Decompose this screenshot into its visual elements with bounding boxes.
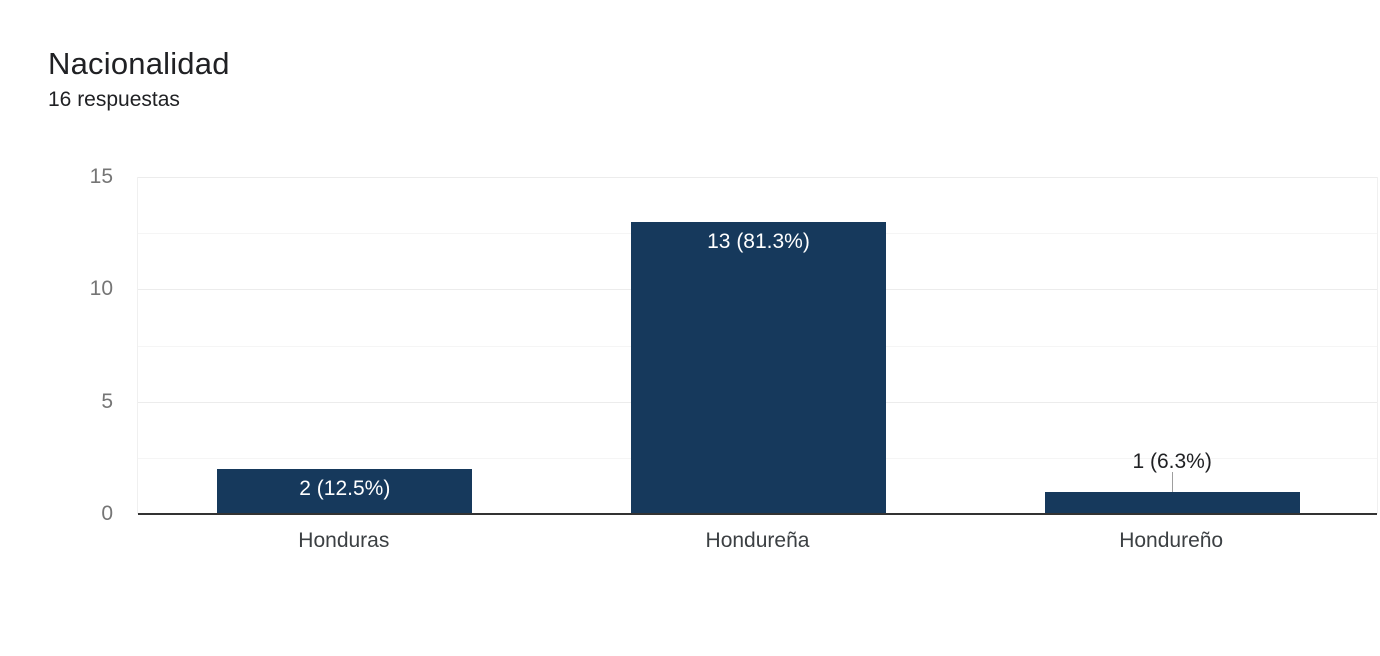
response-count: 16 respuestas bbox=[48, 88, 180, 111]
y-axis-tick-label: 15 bbox=[89, 165, 113, 188]
y-axis-tick-label: 10 bbox=[89, 277, 113, 301]
bar-value-label: 1 (6.3%) bbox=[1132, 449, 1212, 473]
y-axis-tick-label: 5 bbox=[101, 389, 113, 413]
x-axis-category-label: Honduras bbox=[298, 529, 390, 552]
x-axis-baseline bbox=[138, 513, 1377, 515]
x-axis-category-label: Hondureño bbox=[1119, 529, 1224, 552]
bar-value-label: 2 (12.5%) bbox=[299, 477, 391, 501]
x-axis-category-label: Hondureña bbox=[705, 529, 810, 552]
bar-chart-plot-area: 2 (12.5%) 13 (81.3%) 1 (6.3%) bbox=[137, 177, 1378, 515]
label-connector-line bbox=[1172, 471, 1174, 492]
bar-honduras[interactable] bbox=[217, 469, 473, 514]
y-axis-tick-label: 0 bbox=[101, 502, 113, 525]
chart-title: Nacionalidad bbox=[48, 46, 230, 81]
major-gridline bbox=[138, 177, 1377, 178]
bar-hondureña[interactable] bbox=[631, 221, 886, 514]
bar-hondureño[interactable] bbox=[1044, 491, 1300, 514]
bar-value-label: 13 (81.3%) bbox=[707, 229, 810, 253]
